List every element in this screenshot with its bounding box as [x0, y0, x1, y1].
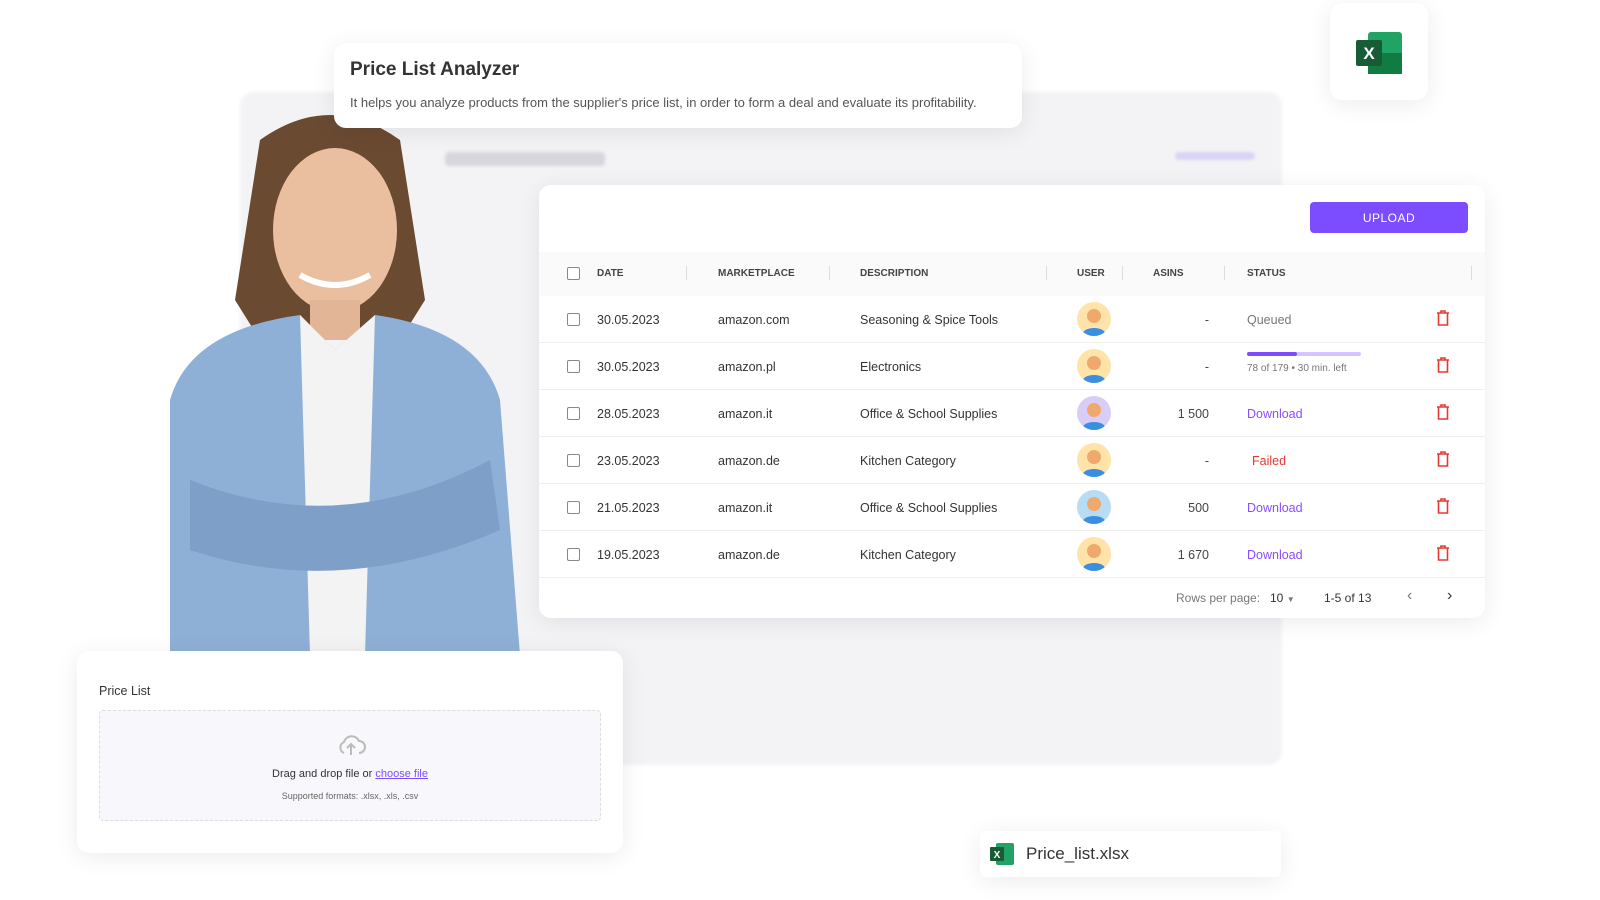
- caret-down-icon: ▼: [1286, 595, 1295, 604]
- status-download[interactable]: Download: [1247, 548, 1303, 562]
- col-asins[interactable]: ASINS: [1153, 268, 1184, 279]
- row-description: Kitchen Category: [860, 454, 956, 468]
- row-description: Kitchen Category: [860, 548, 956, 562]
- trash-icon[interactable]: [1436, 498, 1450, 514]
- row-marketplace: amazon.it: [718, 407, 773, 421]
- table-row: 21.05.2023 amazon.it Office & School Sup…: [539, 484, 1485, 531]
- table-row: 23.05.2023 amazon.de Kitchen Category - …: [539, 437, 1485, 484]
- choose-file-link[interactable]: choose file: [375, 768, 428, 780]
- row-asins: 1 670: [1177, 548, 1209, 562]
- table-row: 30.05.2023 amazon.com Seasoning & Spice …: [539, 296, 1485, 343]
- row-asins: 1 500: [1177, 407, 1209, 421]
- rows-per-page-value: 10: [1270, 591, 1284, 605]
- status-queued: Queued: [1247, 313, 1292, 327]
- avatar: [1077, 490, 1111, 524]
- col-status[interactable]: STATUS: [1247, 268, 1286, 279]
- price-list-label: Price List: [99, 684, 151, 698]
- row-marketplace: amazon.pl: [718, 360, 776, 374]
- avatar: [1077, 302, 1111, 336]
- row-date: 21.05.2023: [597, 501, 660, 515]
- excel-file-icon: X: [990, 843, 1014, 865]
- select-all-checkbox[interactable]: [567, 267, 580, 280]
- progress-text: 78 of 179 • 30 min. left: [1247, 363, 1347, 374]
- row-date: 28.05.2023: [597, 407, 660, 421]
- status-download[interactable]: Download: [1247, 501, 1303, 515]
- trash-icon[interactable]: [1436, 404, 1450, 420]
- trash-icon[interactable]: [1436, 357, 1450, 373]
- title-card: Price List Analyzer It helps you analyze…: [334, 43, 1022, 128]
- row-description: Electronics: [860, 360, 922, 374]
- trash-icon[interactable]: [1436, 310, 1450, 326]
- row-checkbox[interactable]: [567, 313, 580, 326]
- status-failed: Failed: [1252, 454, 1287, 468]
- progress-bar: [1247, 352, 1361, 356]
- cloud-upload-icon: [339, 735, 366, 755]
- row-marketplace: amazon.it: [718, 501, 773, 515]
- page-range: 1-5 of 13: [1324, 591, 1372, 605]
- table-row: 28.05.2023 amazon.it Office & School Sup…: [539, 390, 1485, 437]
- status-download[interactable]: Download: [1247, 407, 1303, 421]
- row-checkbox[interactable]: [567, 548, 580, 561]
- trash-icon[interactable]: [1436, 545, 1450, 561]
- row-date: 19.05.2023: [597, 548, 660, 562]
- excel-app-card: X: [1330, 3, 1428, 100]
- row-marketplace: amazon.de: [718, 548, 780, 562]
- upload-button[interactable]: UPLOAD: [1310, 202, 1468, 233]
- trash-icon[interactable]: [1436, 451, 1450, 467]
- file-name: Price_list.xlsx: [1026, 844, 1129, 863]
- person-photo: [170, 115, 520, 655]
- page-title: Price List Analyzer: [350, 59, 520, 80]
- row-marketplace: amazon.com: [718, 313, 790, 327]
- avatar: [1077, 349, 1111, 383]
- table-header: DATE MARKETPLACE DESCRIPTION USER ASINS …: [539, 252, 1485, 296]
- row-checkbox[interactable]: [567, 501, 580, 514]
- row-date: 30.05.2023: [597, 313, 660, 327]
- rows-per-page-select[interactable]: 10 ▼: [1270, 591, 1295, 605]
- row-asins: -: [1204, 454, 1209, 468]
- row-checkbox[interactable]: [567, 407, 580, 420]
- row-description: Seasoning & Spice Tools: [860, 313, 999, 327]
- rows-per-page-label: Rows per page:: [1176, 591, 1261, 605]
- row-description: Office & School Supplies: [860, 501, 998, 515]
- row-checkbox[interactable]: [567, 360, 580, 373]
- row-asins: -: [1204, 360, 1209, 374]
- prev-page-icon[interactable]: ‹: [1407, 587, 1413, 604]
- row-description: Office & School Supplies: [860, 407, 998, 421]
- col-marketplace[interactable]: MARKETPLACE: [718, 268, 795, 279]
- file-drop-zone[interactable]: Drag and drop file or choose file Suppor…: [99, 710, 601, 821]
- col-date[interactable]: DATE: [597, 268, 624, 279]
- svg-text:X: X: [994, 850, 1001, 861]
- row-date: 23.05.2023: [597, 454, 660, 468]
- svg-text:X: X: [1363, 44, 1375, 63]
- excel-icon: X: [1356, 32, 1402, 74]
- page-subtitle: It helps you analyze products from the s…: [350, 95, 977, 110]
- avatar: [1077, 537, 1111, 571]
- table-row: 19.05.2023 amazon.de Kitchen Category 1 …: [539, 531, 1485, 578]
- row-checkbox[interactable]: [567, 454, 580, 467]
- avatar: [1077, 443, 1111, 477]
- price-list-upload-card: Price List Drag and drop file or choose …: [77, 651, 623, 853]
- row-date: 30.05.2023: [597, 360, 660, 374]
- col-description[interactable]: DESCRIPTION: [860, 268, 929, 279]
- table-row: 30.05.2023 amazon.pl Electronics - 78 of…: [539, 343, 1485, 390]
- price-lists-table-card: UPLOAD DATE MARKETPLACE DESCRIPTION USER…: [539, 185, 1485, 618]
- row-asins: -: [1204, 313, 1209, 327]
- progress-status: 78 of 179 • 30 min. left: [1247, 352, 1361, 374]
- drop-text: Drag and drop file or: [272, 768, 376, 780]
- row-marketplace: amazon.de: [718, 454, 780, 468]
- avatar: [1077, 396, 1111, 430]
- next-page-icon[interactable]: ›: [1447, 587, 1453, 604]
- col-user[interactable]: USER: [1077, 268, 1105, 279]
- supported-formats: Supported formats: .xlsx, .xls, .csv: [281, 791, 419, 801]
- file-chip[interactable]: X Price_list.xlsx: [980, 831, 1281, 877]
- row-asins: 500: [1188, 501, 1209, 515]
